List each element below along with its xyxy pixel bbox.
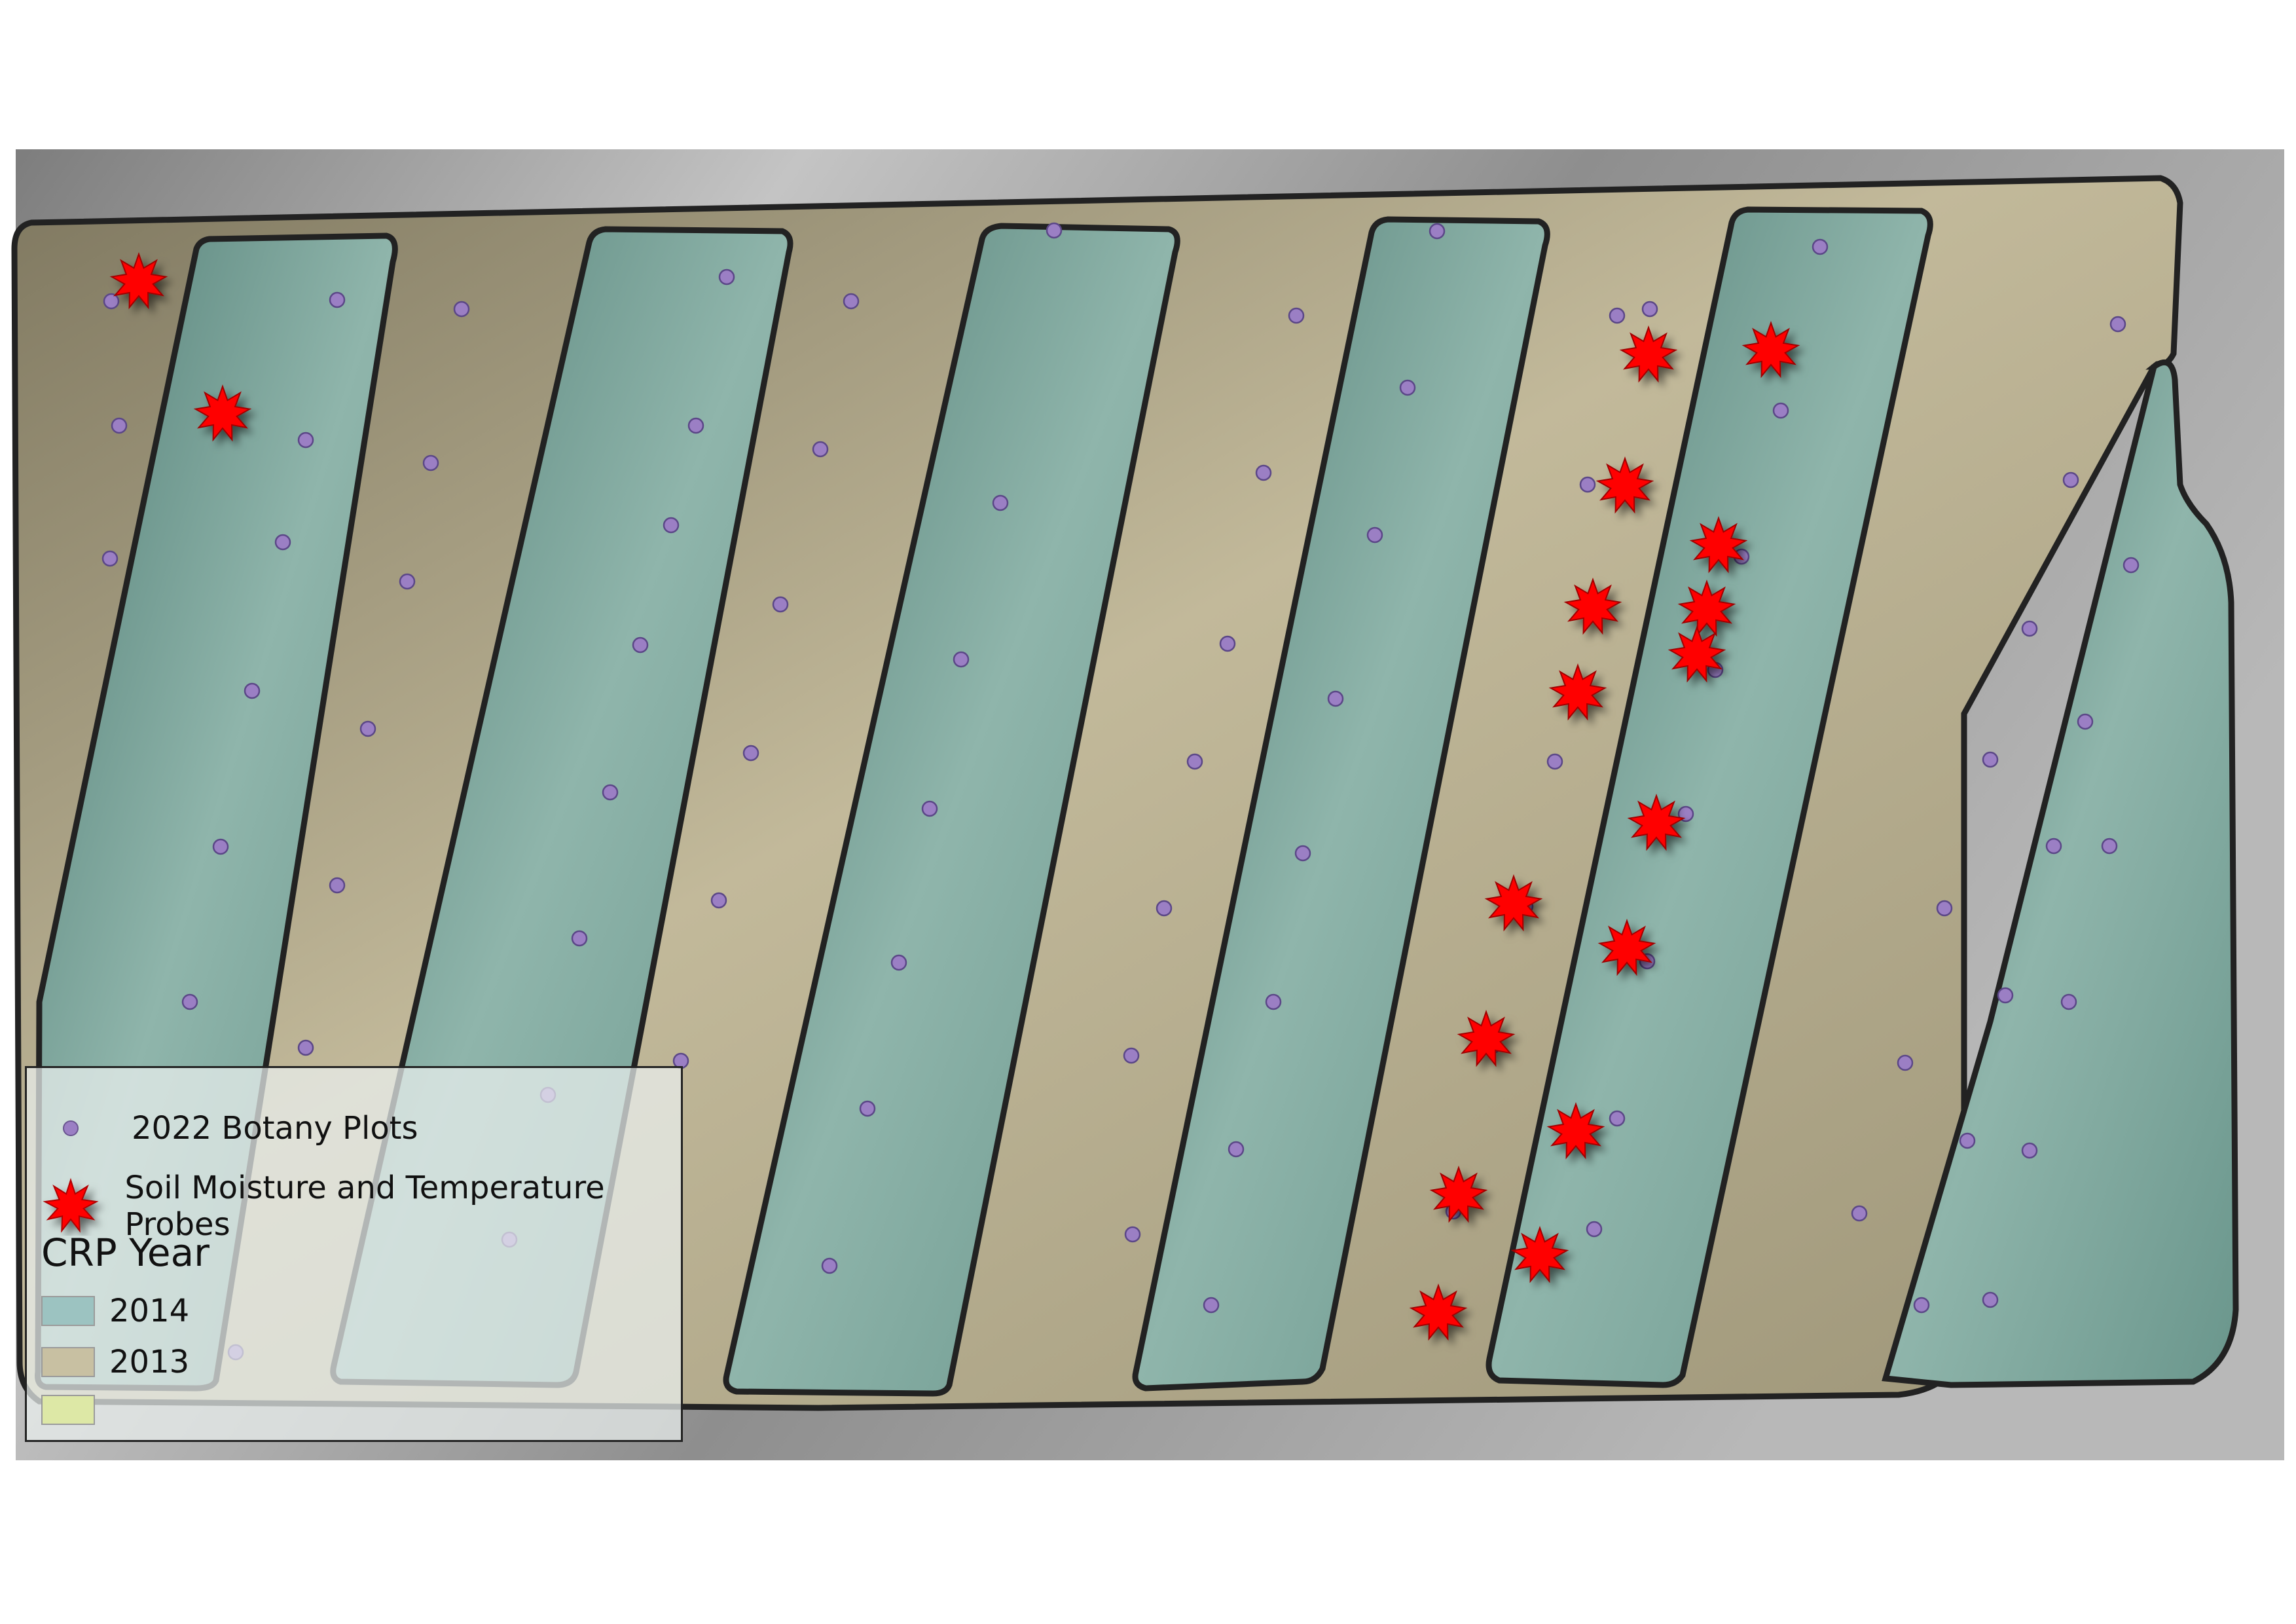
botany-plot-point: [2102, 839, 2117, 853]
legend-botany-label: 2022 Botany Plots: [132, 1110, 418, 1147]
botany-plot-point: [2111, 317, 2125, 331]
botany-plot-point: [603, 785, 617, 800]
botany-plot-point: [245, 684, 259, 698]
botany-plot-icon: [27, 1109, 132, 1148]
legend-2013-label: 2013: [109, 1344, 189, 1380]
botany-plot-point: [1937, 901, 1952, 915]
probe-star-icon: [27, 1177, 124, 1236]
botany-plot-point: [1774, 403, 1788, 418]
botany-plot-point: [712, 893, 726, 908]
botany-plot-point: [1898, 1056, 1912, 1070]
botany-plot-point: [2078, 714, 2092, 729]
botany-plot-point: [1914, 1298, 1929, 1312]
botany-plot-point: [361, 722, 375, 736]
botany-plot-point: [1548, 754, 1562, 769]
botany-plot-point: [860, 1101, 875, 1116]
botany-plot-point: [844, 294, 858, 308]
botany-plot-point: [1157, 901, 1171, 915]
swatch-2014: [41, 1296, 95, 1326]
botany-plot-point: [689, 418, 703, 433]
botany-plot-point: [1368, 528, 1382, 542]
botany-plot-point: [330, 878, 344, 893]
botany-plot-point: [1983, 752, 1997, 767]
botany-plot-point: [1852, 1206, 1867, 1221]
botany-plot-point: [213, 840, 228, 854]
botany-plot-point: [1580, 477, 1595, 492]
botany-plot-point: [1328, 692, 1343, 706]
legend-row-2013: 2013: [41, 1344, 189, 1380]
botany-plot-point: [104, 294, 118, 308]
legend-2014-label: 2014: [109, 1293, 189, 1329]
botany-plot-point: [664, 518, 678, 532]
botany-plot-point: [572, 931, 587, 946]
botany-plot-point: [2124, 558, 2138, 572]
legend-row-other: [41, 1395, 109, 1425]
botany-plot-point: [1296, 846, 1310, 860]
botany-plot-point: [1400, 380, 1415, 395]
botany-plot-point: [1643, 302, 1657, 316]
botany-plot-point: [773, 597, 788, 612]
botany-plot-point: [330, 293, 344, 307]
legend-row-botany: 2022 Botany Plots: [27, 1109, 418, 1148]
botany-plot-point: [720, 270, 734, 284]
legend-crp-title: CRP Year: [41, 1230, 210, 1275]
botany-plot-point: [2022, 1143, 2037, 1158]
botany-plot-point: [633, 638, 647, 652]
botany-plot-point: [299, 1041, 313, 1055]
botany-plot-point: [424, 456, 438, 470]
botany-plot-point: [1125, 1227, 1140, 1242]
botany-plot-point: [183, 995, 197, 1009]
botany-plot-point: [892, 955, 906, 970]
botany-plot-point: [822, 1259, 837, 1273]
botany-plot-point: [1998, 988, 2013, 1003]
botany-plot-point: [2047, 839, 2061, 853]
botany-plot-point: [2022, 621, 2037, 636]
botany-plot-point: [1610, 308, 1624, 323]
botany-plot-point: [299, 433, 313, 447]
botany-plot-point: [1289, 308, 1303, 323]
botany-plot-point: [744, 746, 758, 760]
botany-plot-point: [454, 302, 469, 316]
botany-plot-point: [2062, 995, 2076, 1009]
botany-plot-point: [1587, 1222, 1601, 1236]
botany-plot-point: [1266, 995, 1281, 1009]
botany-plot-point: [1229, 1142, 1243, 1156]
botany-plot-point: [1983, 1293, 1997, 1307]
botany-plot-point: [1813, 240, 1827, 254]
botany-plot-point: [2064, 473, 2078, 487]
botany-plot-point: [112, 418, 126, 433]
botany-plot-point: [1610, 1111, 1624, 1126]
botany-plot-point: [1204, 1298, 1218, 1312]
botany-plot-point: [1220, 637, 1235, 651]
botany-plot-point: [993, 496, 1008, 510]
legend-row-2014: 2014: [41, 1293, 189, 1329]
botany-plot-point: [103, 551, 117, 566]
botany-plot-point: [1960, 1134, 1975, 1148]
botany-plot-point: [813, 442, 828, 456]
botany-plot-point: [1124, 1048, 1139, 1063]
botany-plot-point: [1047, 223, 1061, 238]
botany-plot-point: [1188, 754, 1202, 769]
botany-plot-point: [276, 535, 290, 549]
botany-plot-point: [922, 802, 937, 816]
swatch-other: [41, 1395, 95, 1425]
botany-plot-point: [1430, 224, 1444, 238]
botany-plot-point: [400, 574, 414, 589]
map-legend: 2022 Botany Plots Soil Moisture and Temp…: [25, 1066, 683, 1442]
botany-plot-point: [1256, 466, 1271, 480]
swatch-2013: [41, 1347, 95, 1377]
botany-plot-point: [954, 652, 968, 667]
